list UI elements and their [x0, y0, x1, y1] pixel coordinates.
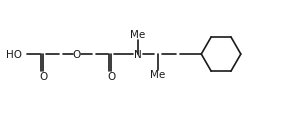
- Text: Me: Me: [150, 69, 165, 79]
- Text: HO: HO: [7, 50, 22, 60]
- Text: O: O: [39, 71, 47, 81]
- Text: Me: Me: [130, 30, 146, 40]
- Text: O: O: [107, 71, 115, 81]
- Text: N: N: [134, 50, 142, 60]
- Text: O: O: [73, 50, 81, 60]
